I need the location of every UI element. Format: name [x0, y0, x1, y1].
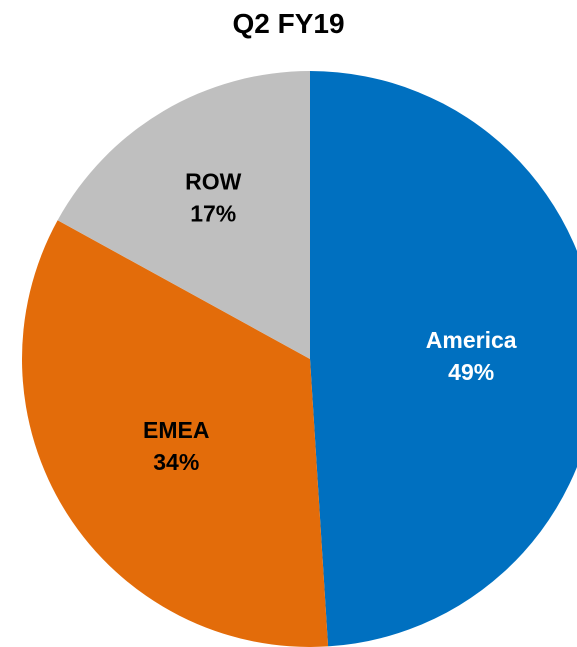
chart-title: Q2 FY19 — [232, 8, 345, 39]
slice-label-america: America — [426, 327, 517, 353]
pie-slice-america — [310, 71, 577, 647]
pie-slice-emea — [21, 220, 329, 647]
slice-label-emea: EMEA — [143, 417, 209, 443]
pie-slice-row — [57, 71, 311, 359]
slice-value-row: 17% — [190, 200, 236, 226]
slice-value-america: 49% — [448, 359, 494, 385]
slice-label-row: ROW — [185, 168, 242, 194]
slice-value-emea: 34% — [153, 449, 199, 475]
